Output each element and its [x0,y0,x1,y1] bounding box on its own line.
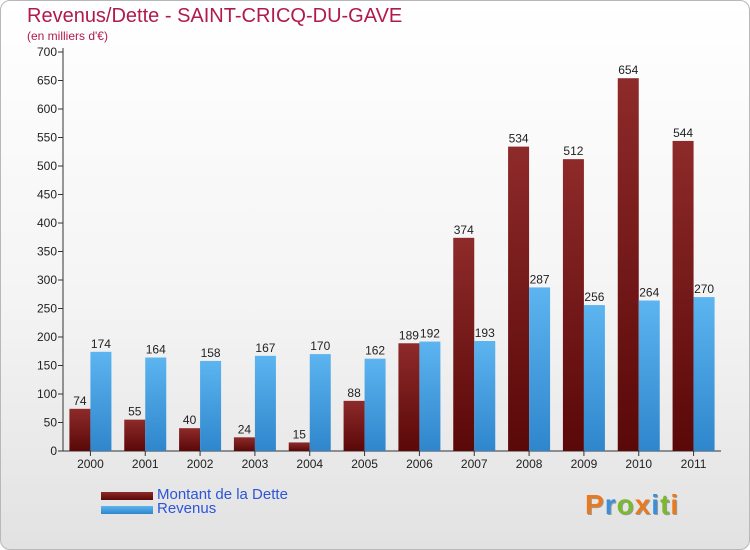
chart-subtitle: (en milliers d'€) [27,29,108,43]
y-tick-label: 100 [37,387,57,401]
bar-dette [617,78,639,451]
chart-title: Revenus/Dette - SAINT-CRICQ-DU-GAVE [27,5,403,27]
x-tick-label: 2008 [516,457,543,471]
data-label-dette: 40 [183,413,197,427]
data-label-dette: 544 [673,126,693,140]
logo-letter: P [585,489,605,520]
y-tick-label: 250 [37,302,57,316]
bar-revenus [419,341,441,451]
bar-revenus [474,340,496,451]
y-tick-label: 400 [37,216,57,230]
logo-letter: o [616,489,635,520]
y-tick-label: 650 [37,74,57,88]
bar-dette [562,159,584,451]
x-tick-label: 2006 [406,457,433,471]
y-tick-label: 550 [37,131,57,145]
bar-dette [672,140,694,452]
bar-revenus [145,357,167,451]
data-label-dette: 74 [73,394,87,408]
bar-dette [69,408,91,451]
logo-letter: t [660,489,671,520]
data-label-dette: 15 [293,427,307,441]
data-label-revenus: 164 [146,343,166,357]
x-tick-label: 2001 [132,457,159,471]
x-tick-label: 2003 [242,457,269,471]
y-tick-label: 0 [50,444,57,458]
bar-dette [233,437,255,451]
legend-swatch-dette [101,492,153,500]
bar-revenus [364,358,386,451]
data-label-revenus: 193 [475,326,495,340]
bar-revenus [529,287,551,451]
data-label-revenus: 174 [91,337,111,351]
y-tick-label: 300 [37,273,57,287]
legend-label-revenus: Revenus [157,500,217,517]
data-label-revenus: 167 [255,341,275,355]
logo-letter: i [670,489,680,520]
bar-revenus [638,300,660,451]
y-tick-label: 200 [37,330,57,344]
data-label-revenus: 162 [365,344,385,358]
bar-revenus [200,360,222,451]
y-tick-label: 350 [37,245,57,259]
data-label-dette: 374 [454,223,474,237]
data-label-dette: 512 [563,144,583,158]
logo-letter: r [604,489,617,520]
x-tick-label: 2009 [571,457,598,471]
y-tick-label: 150 [37,359,57,373]
x-tick-label: 2002 [187,457,214,471]
logo-letter: x [634,489,652,520]
bar-revenus [254,355,276,451]
x-tick-label: 2007 [461,457,488,471]
x-tick-label: 2011 [681,457,707,471]
data-label-dette: 55 [128,405,142,419]
bar-dette [508,146,530,451]
bar-dette [288,442,310,451]
data-label-dette: 24 [238,422,252,436]
bar-revenus [693,297,715,451]
data-label-revenus: 264 [639,286,659,300]
data-label-dette: 654 [618,63,638,77]
y-tick-label: 450 [37,188,57,202]
logo-letter: i [651,489,661,520]
data-label-dette: 189 [399,328,419,342]
bar-dette [124,419,146,451]
data-label-revenus: 158 [201,346,221,360]
x-tick-label: 2000 [77,457,104,471]
data-label-revenus: 270 [694,282,714,296]
y-tick-label: 50 [44,416,58,430]
data-label-revenus: 287 [530,272,550,286]
x-tick-label: 2005 [351,457,378,471]
legend-label-dette: Montant de la Dette [157,486,288,503]
bar-dette [179,428,201,451]
data-label-dette: 88 [347,386,361,400]
x-tick-label: 2004 [296,457,323,471]
y-tick-label: 700 [37,45,57,59]
y-tick-label: 500 [37,159,57,173]
bar-dette [343,400,365,451]
bar-revenus [309,354,331,451]
y-tick-label: 600 [37,102,57,116]
data-label-revenus: 170 [310,339,330,353]
bar-dette [453,237,475,451]
x-tick-label: 2010 [625,457,652,471]
legend-swatch-revenus [101,506,153,514]
data-label-revenus: 192 [420,327,440,341]
bar-dette [398,343,420,451]
bar-revenus [583,305,605,451]
data-label-dette: 534 [509,132,529,146]
bar-revenus [90,351,112,451]
proxiti-logo: Proxiti [585,489,679,521]
data-label-revenus: 256 [584,290,604,304]
